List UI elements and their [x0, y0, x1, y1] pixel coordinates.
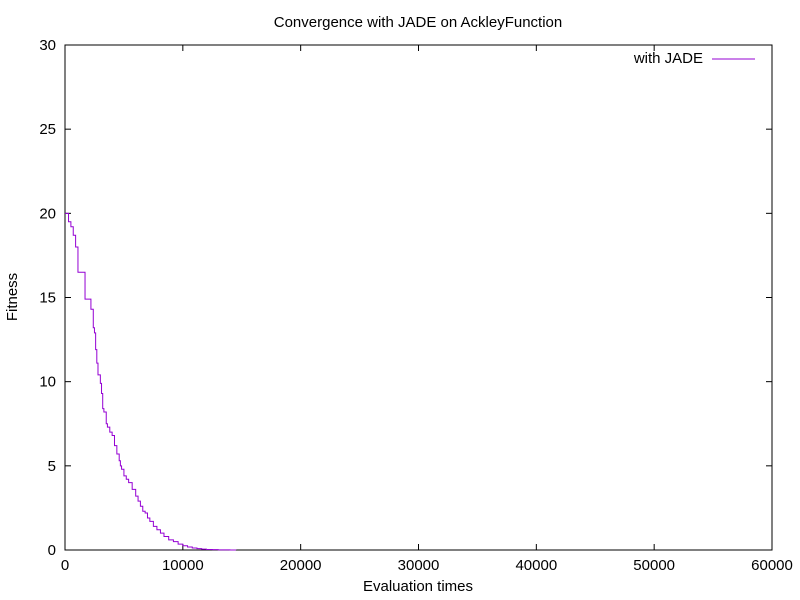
plot-border — [64, 44, 773, 551]
y-tick-label: 30 — [39, 37, 56, 54]
x-tick-label: 30000 — [398, 557, 440, 574]
tick-group: 0 10000 20000 30000 40000 50000 60000 0 5 10 15 20 2… — [39, 37, 793, 574]
x-axis-label: Evaluation times — [363, 578, 473, 595]
y-tick-label: 0 — [48, 542, 56, 559]
y-tick-label: 25 — [39, 121, 56, 138]
y-tick-label: 15 — [39, 290, 56, 307]
x-tick-label: 50000 — [633, 557, 675, 574]
x-tick-label: 0 — [61, 557, 69, 574]
chart-title: Convergence with JADE on AckleyFunction — [274, 14, 562, 31]
y-tick-label: 10 — [39, 374, 56, 391]
x-tick-label: 40000 — [515, 557, 557, 574]
x-tick-label: 60000 — [751, 557, 793, 574]
series-layer — [65, 212, 237, 551]
y-tick-label: 20 — [39, 205, 56, 222]
y-tick-label: 5 — [48, 458, 56, 475]
x-tick-label: 10000 — [162, 557, 204, 574]
y-axis-label: Fitness — [4, 273, 21, 321]
legend-label: with JADE — [633, 50, 703, 67]
legend: with JADE — [633, 50, 755, 67]
series-line — [65, 212, 237, 551]
x-tick-label: 20000 — [280, 557, 322, 574]
